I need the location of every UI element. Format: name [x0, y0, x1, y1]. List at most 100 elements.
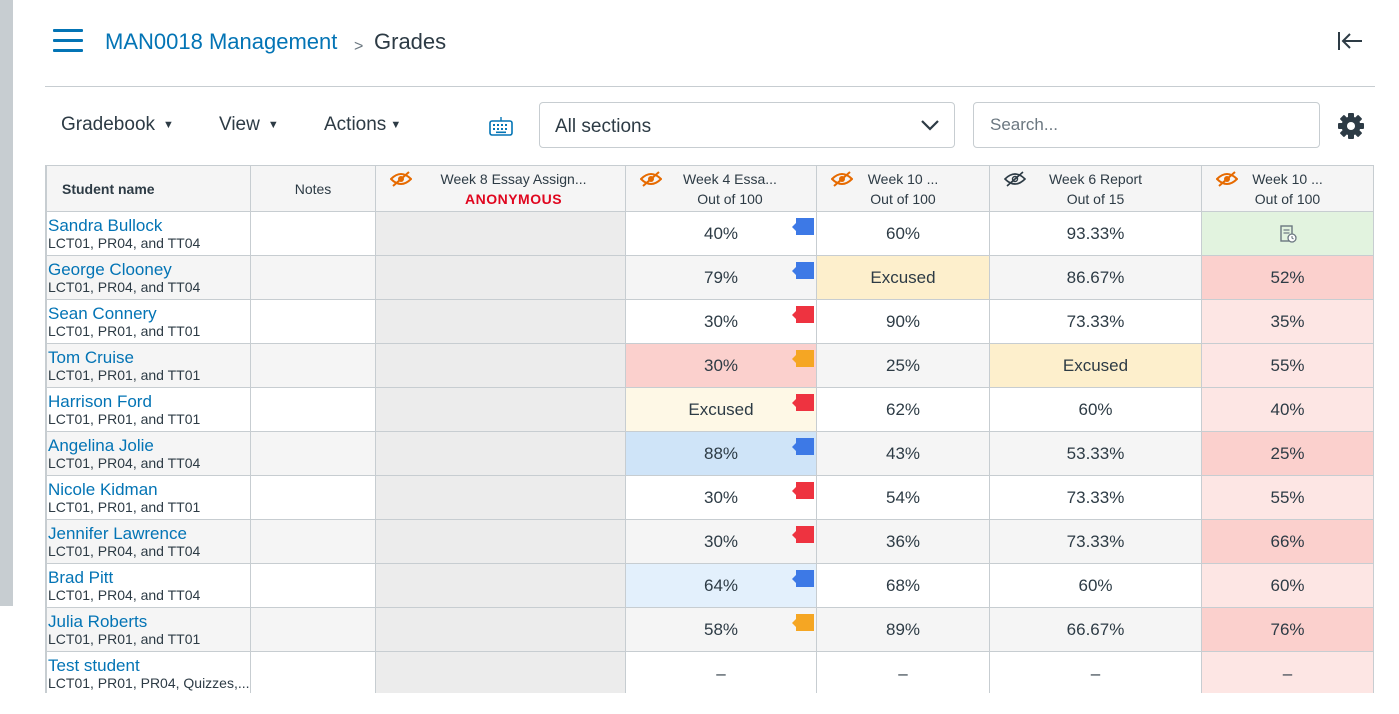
assignment-title: Week 10 ... [1252, 171, 1323, 187]
grade-value: 88% [703, 443, 739, 463]
collapse-to-left-icon[interactable] [1337, 30, 1363, 52]
notes-cell[interactable] [250, 255, 376, 300]
chevron-down-icon [921, 120, 939, 131]
grade-cell[interactable] [1201, 211, 1374, 256]
grade-cell[interactable]: – [816, 651, 990, 693]
student-name-link[interactable]: Sandra Bullock [48, 215, 163, 235]
grade-cell[interactable]: 79% [625, 255, 817, 300]
grade-cell[interactable]: 30% [625, 343, 817, 388]
student-name-link[interactable]: Brad Pitt [48, 567, 114, 587]
grade-cell[interactable]: 40% [625, 211, 817, 256]
student-name-link[interactable]: Nicole Kidman [48, 479, 158, 499]
grade-cell[interactable]: 40% [1201, 387, 1374, 432]
student-name-link[interactable]: Harrison Ford [48, 391, 152, 411]
grade-cell[interactable]: – [989, 651, 1202, 693]
student-name-link[interactable]: Angelina Jolie [48, 435, 154, 455]
notes-cell[interactable] [250, 475, 376, 520]
column-header-assignment[interactable]: Week 8 Essay Assign... ANONYMOUS [375, 165, 626, 212]
student-name-link[interactable]: Jennifer Lawrence [48, 523, 187, 543]
student-sections: LCT01, PR04, and TT04 [48, 234, 201, 251]
grade-cell[interactable]: 25% [816, 343, 990, 388]
grade-cell[interactable]: 55% [1201, 343, 1374, 388]
view-menu-button[interactable]: View ▼ [219, 114, 279, 136]
student-name-link[interactable]: Sean Connery [48, 303, 157, 323]
grade-value: 30% [703, 487, 739, 507]
column-header-assignment[interactable]: Week 10 ... Out of 100 [1201, 165, 1374, 212]
gear-icon[interactable] [1337, 112, 1365, 140]
notes-cell[interactable] [250, 387, 376, 432]
grade-cell[interactable]: 30% [625, 475, 817, 520]
column-header-notes[interactable]: Notes [250, 165, 376, 212]
notes-cell[interactable] [250, 211, 376, 256]
grade-cell[interactable]: 73.33% [989, 519, 1202, 564]
grade-value: 60% [1078, 575, 1113, 595]
grade-cell[interactable]: 54% [816, 475, 990, 520]
student-name-link[interactable]: George Clooney [48, 259, 172, 279]
grade-cell[interactable]: 66.67% [989, 607, 1202, 652]
grade-cell[interactable]: 53.33% [989, 431, 1202, 476]
grade-cell[interactable]: 30% [625, 519, 817, 564]
grade-value: 43% [885, 443, 921, 463]
grade-cell[interactable]: 93.33% [989, 211, 1202, 256]
grade-cell[interactable]: 66% [1201, 519, 1374, 564]
student-name-link[interactable]: Tom Cruise [48, 347, 134, 367]
keyboard-shortcuts-icon[interactable] [489, 116, 513, 136]
student-sections: LCT01, PR04, and TT04 [48, 278, 201, 295]
grade-cell[interactable]: 30% [625, 299, 817, 344]
left-scrollbar[interactable] [0, 0, 13, 606]
column-header-assignment[interactable]: Week 4 Essa... Out of 100 [625, 165, 817, 212]
notes-cell[interactable] [250, 607, 376, 652]
column-header-student-name[interactable]: Student name [46, 165, 251, 212]
grade-cell[interactable]: 88% [625, 431, 817, 476]
grade-cell[interactable]: 68% [816, 563, 990, 608]
grade-cell[interactable]: 89% [816, 607, 990, 652]
grade-cell[interactable]: 76% [1201, 607, 1374, 652]
grade-cell[interactable]: 60% [989, 563, 1202, 608]
grade-cell[interactable]: Excused [625, 387, 817, 432]
section-filter-select[interactable]: All sections [539, 102, 955, 148]
grade-cell[interactable]: 73.33% [989, 475, 1202, 520]
grade-cell[interactable]: 52% [1201, 255, 1374, 300]
grade-cell[interactable]: 86.67% [989, 255, 1202, 300]
column-header-assignment[interactable]: Week 6 Report Out of 15 [989, 165, 1202, 212]
column-header-label: Student name [62, 180, 155, 197]
student-name-link[interactable]: Julia Roberts [48, 611, 148, 631]
grade-cell[interactable]: 43% [816, 431, 990, 476]
notes-cell[interactable] [250, 343, 376, 388]
student-name-link[interactable]: Test student [48, 655, 140, 675]
grade-cell[interactable]: 60% [989, 387, 1202, 432]
breadcrumb-course-link[interactable]: MAN0018 Management [105, 29, 338, 54]
grade-cell[interactable]: 62% [816, 387, 990, 432]
grade-value: 30% [703, 531, 739, 551]
student-name-cell: Brad Pitt LCT01, PR04, and TT04 [46, 563, 251, 608]
hamburger-menu-icon[interactable] [53, 29, 83, 53]
grade-cell[interactable]: Excused [816, 255, 990, 300]
grade-cell[interactable]: 73.33% [989, 299, 1202, 344]
student-search-input[interactable] [973, 102, 1320, 148]
grade-cell[interactable]: 36% [816, 519, 990, 564]
anonymous-grade-cell [375, 563, 626, 608]
notes-cell[interactable] [250, 431, 376, 476]
grade-cell[interactable]: 60% [816, 211, 990, 256]
grade-cell[interactable]: 58% [625, 607, 817, 652]
grades-table: Student name Notes Week 8 Essay Assign..… [46, 165, 1374, 693]
grade-cell[interactable]: 35% [1201, 299, 1374, 344]
grade-cell[interactable]: 55% [1201, 475, 1374, 520]
actions-menu-button[interactable]: Actions ▼ [324, 114, 401, 136]
grade-cell[interactable]: – [1201, 651, 1374, 693]
notes-cell[interactable] [250, 299, 376, 344]
missing-flag-icon [792, 482, 814, 499]
grade-cell[interactable]: Excused [989, 343, 1202, 388]
notes-cell[interactable] [250, 563, 376, 608]
gradebook-menu-button[interactable]: Gradebook ▼ [61, 114, 174, 136]
notes-cell[interactable] [250, 519, 376, 564]
grade-cell[interactable]: 60% [1201, 563, 1374, 608]
grade-cell[interactable]: – [625, 651, 817, 693]
grade-cell[interactable]: 25% [1201, 431, 1374, 476]
eye-slash-orange-icon [640, 171, 662, 187]
column-header-assignment[interactable]: Week 10 ... Out of 100 [816, 165, 990, 212]
anonymous-label: ANONYMOUS [464, 191, 563, 207]
grade-cell[interactable]: 64% [625, 563, 817, 608]
grade-cell[interactable]: 90% [816, 299, 990, 344]
notes-cell[interactable] [250, 651, 376, 693]
